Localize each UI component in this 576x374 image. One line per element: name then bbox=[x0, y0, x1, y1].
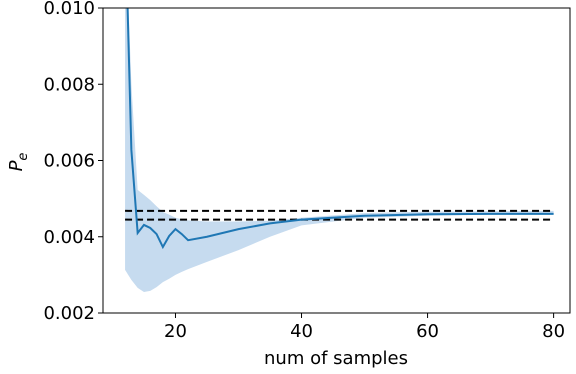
x-axis-label: num of samples bbox=[264, 348, 408, 369]
y-tick-label: 0.008 bbox=[43, 74, 95, 95]
x-tick-label: 80 bbox=[542, 321, 565, 342]
x-tick-label: 40 bbox=[290, 321, 313, 342]
y-tick-label: 0.010 bbox=[43, 0, 95, 19]
y-tick-label: 0.002 bbox=[43, 303, 95, 324]
y-tick-label: 0.004 bbox=[43, 227, 95, 248]
data-line bbox=[126, 8, 554, 250]
y-axis-label: Pe bbox=[6, 153, 31, 172]
x-tick-label: 20 bbox=[164, 321, 187, 342]
y-tick-label: 0.006 bbox=[43, 151, 95, 172]
plot-area bbox=[125, 8, 554, 293]
y-axis-label-sub: e bbox=[16, 153, 31, 161]
y-axis-label-main: P bbox=[6, 160, 27, 171]
confidence-band bbox=[125, 8, 554, 293]
x-tick-label: 60 bbox=[416, 321, 439, 342]
